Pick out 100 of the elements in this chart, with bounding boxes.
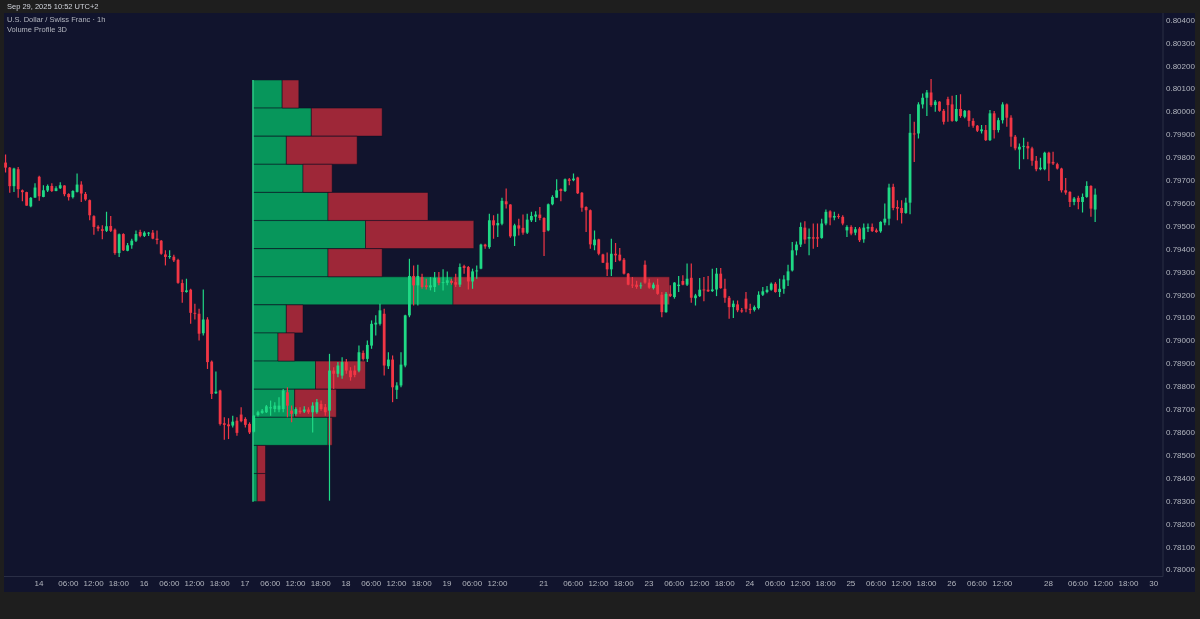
- candlestick: [416, 264, 420, 307]
- candlestick: [1001, 101, 1004, 125]
- y-tick-label: 0.78200: [1166, 519, 1196, 529]
- candlestick: [681, 274, 685, 286]
- y-tick-label: 0.78400: [1166, 473, 1196, 483]
- candlestick: [790, 241, 794, 272]
- candlestick: [799, 221, 803, 248]
- y-tick-label: 0.80100: [1166, 84, 1196, 94]
- x-tick-label: 19: [442, 579, 452, 589]
- x-tick-label: 06:00: [866, 579, 887, 589]
- x-tick-label: 26: [947, 579, 957, 589]
- candlestick: [105, 211, 108, 233]
- x-tick-label: 24: [745, 579, 755, 589]
- candlestick: [496, 213, 500, 238]
- y-tick-label: 0.79200: [1166, 290, 1196, 300]
- y-tick-label: 0.80300: [1166, 38, 1196, 48]
- x-tick-label: 18:00: [613, 579, 635, 589]
- candlestick: [673, 281, 676, 300]
- x-tick-label: 14: [34, 579, 44, 589]
- candlestick: [16, 166, 20, 199]
- candlestick: [471, 268, 474, 290]
- x-tick-label: 18:00: [815, 579, 837, 589]
- x-tick-label: 18:00: [916, 579, 938, 589]
- y-tick-label: 0.79900: [1166, 130, 1196, 140]
- x-tick-label: 06:00: [967, 579, 988, 589]
- candlestick: [900, 199, 904, 225]
- candlestick: [820, 218, 824, 240]
- candlestick: [1072, 196, 1076, 206]
- x-tick-label: 06:00: [765, 579, 786, 589]
- x-tick-label: 18: [341, 579, 352, 589]
- candlestick: [694, 293, 697, 307]
- x-tick-label: 18:00: [1118, 579, 1140, 589]
- candlestick: [727, 295, 731, 320]
- y-tick-label: 0.78900: [1166, 359, 1196, 369]
- x-tick-label: 06:00: [58, 579, 79, 589]
- x-tick-label: 12:00: [83, 579, 105, 589]
- y-tick-label: 0.79600: [1166, 198, 1196, 208]
- x-tick-label: 06:00: [563, 579, 584, 589]
- x-tick-label: 12:00: [1093, 579, 1114, 589]
- y-tick-label: 0.79500: [1166, 221, 1196, 231]
- x-tick-label: 06:00: [260, 579, 281, 589]
- candlestick: [584, 205, 588, 233]
- x-tick-label: 18:00: [411, 579, 433, 589]
- candlestick: [96, 224, 100, 232]
- candlestick: [1043, 151, 1047, 171]
- candlestick: [719, 267, 723, 290]
- candlestick: [866, 222, 870, 233]
- candlestick: [281, 388, 285, 413]
- x-tick-label: 06:00: [1068, 579, 1089, 589]
- y-tick-label: 0.79800: [1166, 153, 1196, 163]
- candlestick: [525, 213, 529, 235]
- y-tick-label: 0.78300: [1166, 496, 1196, 506]
- y-tick-label: 0.78000: [1166, 565, 1196, 575]
- x-tick-label: 25: [846, 579, 856, 589]
- candlestick: [450, 278, 453, 286]
- candlestick: [816, 222, 819, 248]
- candlestick: [757, 290, 760, 311]
- x-tick-label: 18:00: [714, 579, 736, 589]
- candlestick: [408, 258, 411, 318]
- candlestick: [429, 276, 432, 291]
- candlestick: [807, 227, 811, 256]
- candlestick: [84, 191, 87, 202]
- candlestick: [189, 288, 193, 325]
- y-tick-label: 0.78500: [1166, 450, 1196, 460]
- candlestick: [593, 229, 596, 251]
- candlestick: [782, 274, 786, 295]
- x-tick-label: 18:00: [108, 579, 130, 589]
- candlestick: [504, 187, 508, 210]
- candlestick: [917, 101, 920, 140]
- x-tick-label: 12:00: [790, 579, 811, 589]
- candlestick: [992, 110, 996, 140]
- candlestick: [912, 121, 916, 163]
- x-tick-label: 06:00: [159, 579, 180, 589]
- candlestick: [925, 89, 929, 117]
- y-tick-label: 0.79300: [1166, 267, 1196, 277]
- candlestick: [227, 417, 230, 440]
- candlestick: [311, 401, 315, 434]
- candlestick: [248, 421, 251, 435]
- y-tick-label: 0.80400: [1166, 15, 1196, 25]
- x-tick-label: 06:00: [462, 579, 483, 589]
- y-tick-label: 0.79400: [1166, 244, 1196, 254]
- y-tick-label: 0.78800: [1166, 382, 1196, 392]
- candlestick: [492, 214, 495, 240]
- candlestick: [938, 100, 941, 113]
- candlestick: [971, 117, 975, 129]
- candlestick: [689, 263, 693, 304]
- x-tick-label: 12:00: [891, 579, 912, 589]
- candlestick: [37, 175, 41, 202]
- candlestick: [201, 288, 205, 337]
- candlestick: [950, 95, 954, 123]
- candlestick: [239, 406, 243, 423]
- y-tick-label: 0.80200: [1166, 61, 1196, 71]
- x-tick-label: 12:00: [689, 579, 710, 589]
- candlestick: [206, 316, 209, 370]
- candlestick: [349, 366, 352, 382]
- x-tick-label: 12:00: [588, 579, 609, 589]
- candlestick: [715, 267, 718, 297]
- candlestick: [559, 187, 563, 202]
- candlestick: [286, 386, 289, 418]
- candlestick: [954, 94, 958, 123]
